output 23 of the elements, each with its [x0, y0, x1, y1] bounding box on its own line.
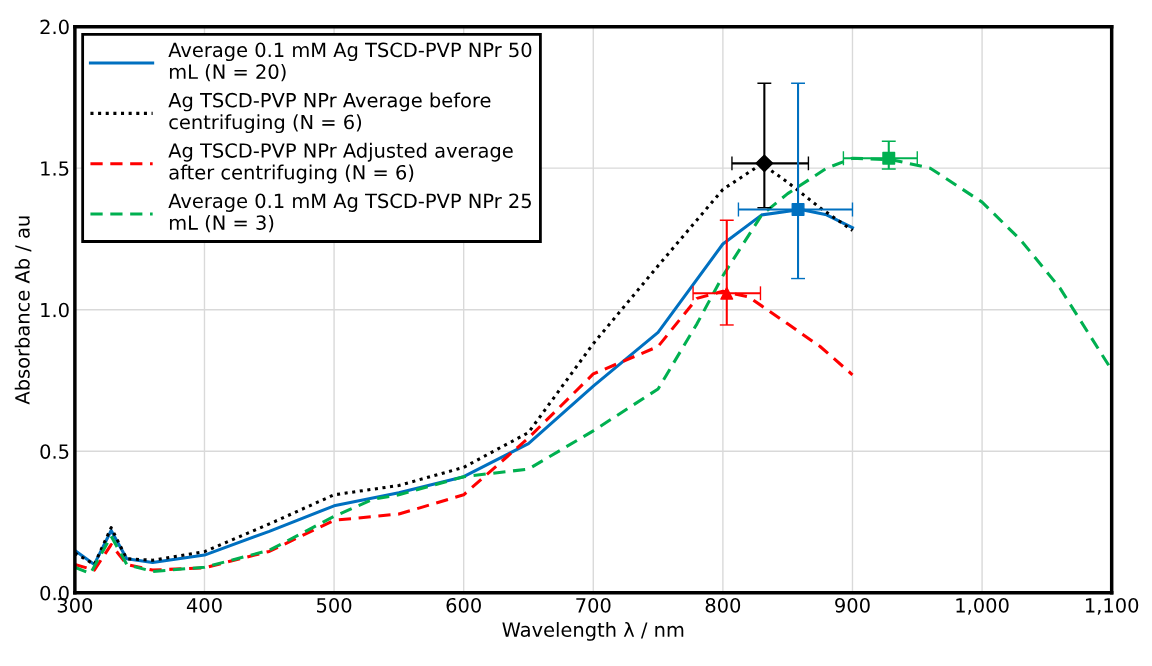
x-tick-label: 900 — [835, 597, 870, 613]
point — [791, 202, 805, 216]
legend-label: Average 0.1 mM Ag TSCD-PVP NPr 25 mL (N = 3) — [168, 193, 531, 233]
x-tick-label: 500 — [317, 597, 352, 613]
x-tick-label: 400 — [186, 597, 222, 613]
point — [882, 151, 896, 165]
x-tick-label: 600 — [446, 597, 481, 613]
x-tick-label: 1,100 — [1085, 597, 1139, 615]
legend-label: Ag TSCD-PVP NPr Average before centrifuging (N = 6) — [168, 92, 491, 134]
point — [720, 286, 734, 300]
x-tick-label: 700 — [576, 597, 611, 613]
legend-label: Ag TSCD-PVP NPr Adjusted average after centrifuging (N = 6) — [168, 142, 513, 184]
y-tick-label: 1.5 — [41, 161, 69, 176]
x-tick-label: 1,000 — [956, 597, 1009, 615]
legend-label: Average 0.1 mM Ag TSCD-PVP NPr 50 mL (N = 20) — [168, 42, 532, 82]
y-tick-label: 0.5 — [40, 444, 69, 459]
x-tick-label: 800 — [705, 597, 741, 613]
point — [755, 154, 774, 173]
y-axis-title: Absorbance Ab / au — [14, 216, 32, 405]
y-tick-label: 1.0 — [41, 302, 69, 318]
x-axis-title: Wavelength λ / nm — [502, 621, 684, 641]
y-tick-label: 2.0 — [40, 19, 69, 35]
line-series — [74, 289, 855, 572]
